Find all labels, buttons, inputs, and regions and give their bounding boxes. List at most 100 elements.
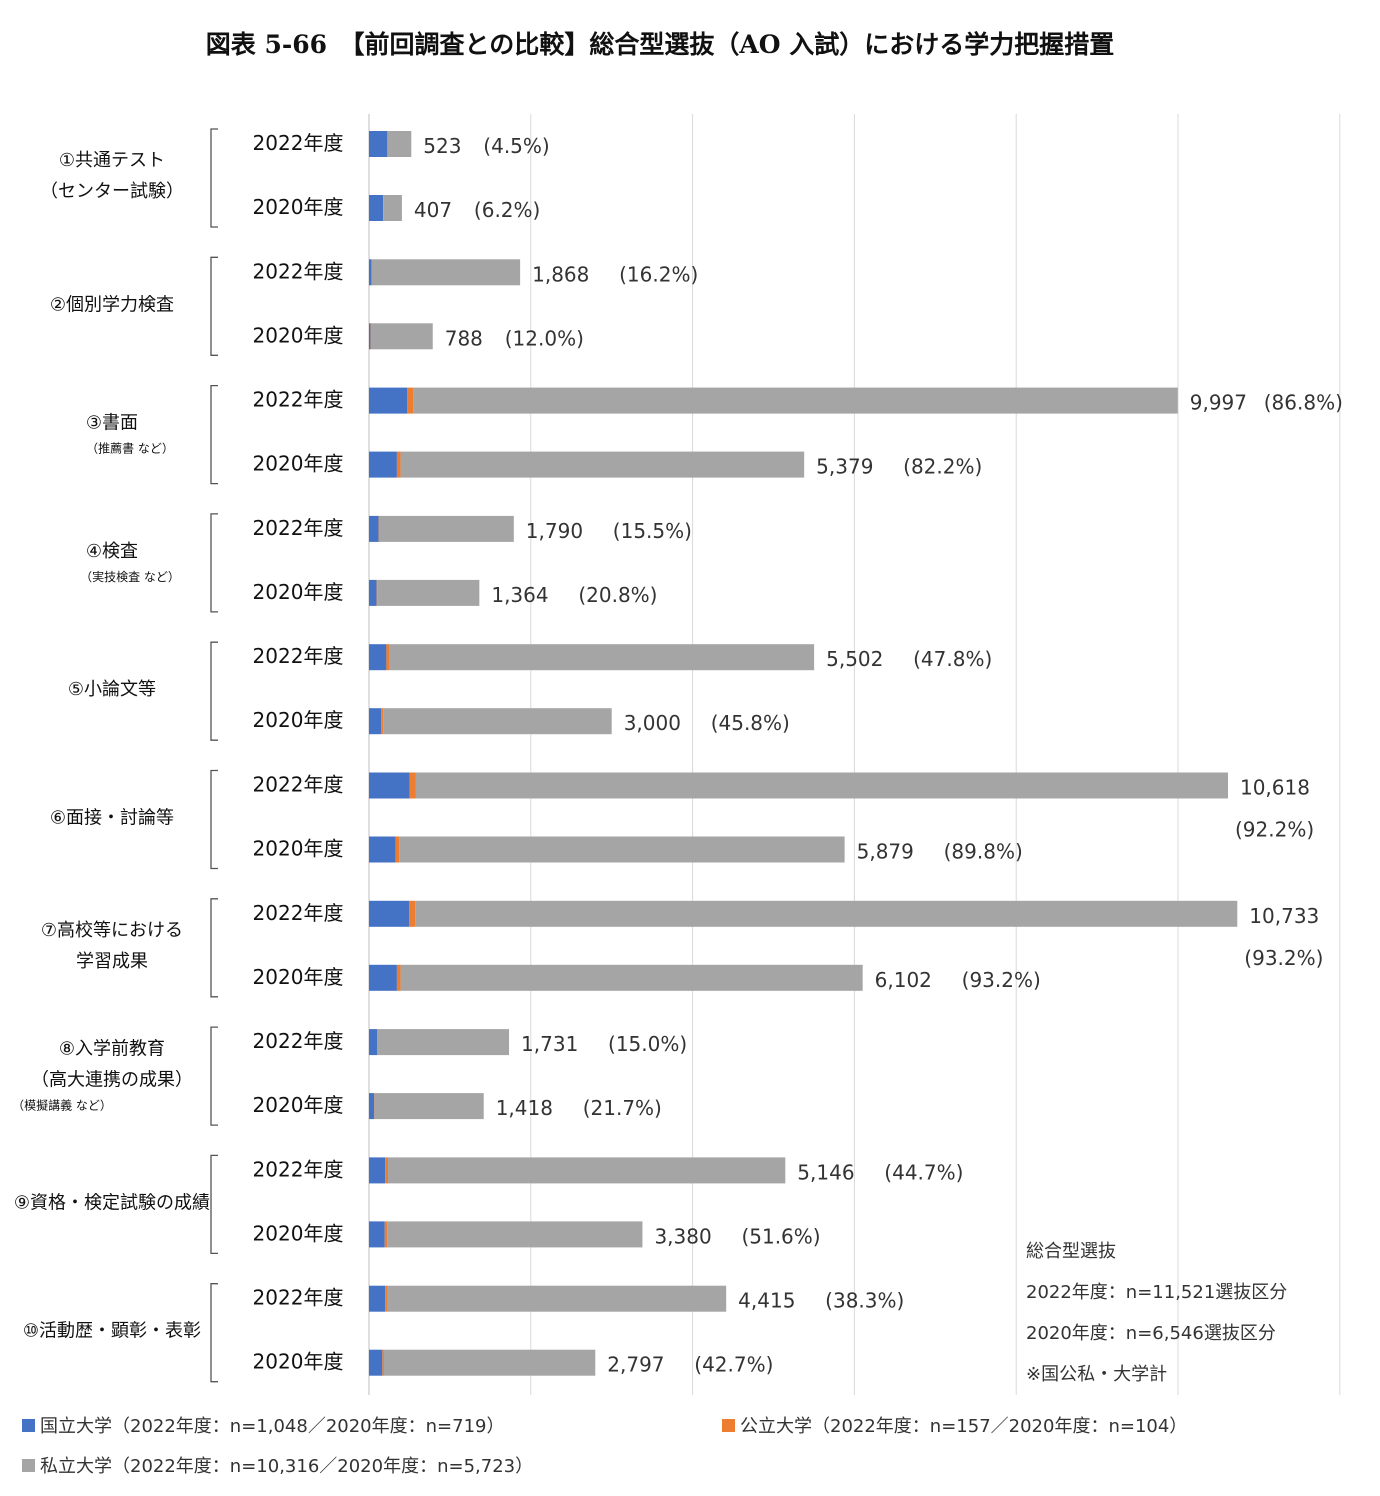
year-label: 2020年度 (253, 708, 344, 732)
year-label: 2020年度 (253, 323, 344, 347)
bar-segment-national (369, 1349, 383, 1376)
year-label: 2022年度 (253, 259, 344, 283)
data-label-count: 5,146 (797, 1160, 854, 1184)
year-label: 2020年度 (253, 965, 344, 989)
note-text: 2022年度：n=11,521選抜区分 (1026, 1282, 1287, 1303)
year-label: 2022年度 (253, 1029, 344, 1053)
bar-segment-national (369, 836, 396, 863)
year-label: 2020年度 (253, 837, 344, 861)
year-label: 2022年度 (253, 773, 344, 797)
category-label: ③書面 (86, 413, 138, 434)
data-label-percent: (44.7%) (884, 1160, 963, 1184)
bar-segment-public (395, 836, 400, 863)
group-bracket (210, 641, 218, 741)
data-label-count: 5,879 (857, 840, 914, 864)
bar-segment-private (389, 644, 815, 671)
category-label: ⑨資格・検定試験の成績 (14, 1192, 210, 1213)
year-label: 2020年度 (253, 1093, 344, 1117)
bar-segment-public (385, 1157, 389, 1184)
bar-segment-private (388, 1157, 786, 1184)
bar-segment-private (415, 772, 1228, 799)
group-bracket (210, 128, 218, 228)
data-label-count: 523 (423, 134, 461, 158)
year-label: 2022年度 (253, 388, 344, 412)
bar-segment-national (369, 1029, 378, 1056)
legend-swatch (22, 1459, 35, 1472)
bar-segment-public (396, 964, 401, 991)
data-label-count: 10,618 (1240, 776, 1310, 800)
data-label-percent: (93.2%) (962, 968, 1041, 992)
year-label: 2020年度 (253, 580, 344, 604)
bar-segment-public (370, 323, 372, 350)
category-label: ⑤小論文等 (68, 679, 156, 700)
note-text: 2020年度：n=6,546選抜区分 (1026, 1323, 1276, 1344)
legend-swatch (22, 1419, 35, 1432)
group-bracket (210, 1154, 218, 1255)
data-label-count: 1,418 (496, 1096, 553, 1120)
data-label-count: 1,790 (526, 519, 583, 543)
bar-segment-national (369, 772, 410, 799)
bar-segment-public (376, 579, 378, 606)
data-label-count: 5,502 (826, 647, 883, 671)
category-label: ⑧入学前教育 (59, 1039, 165, 1060)
bar-segment-national (369, 1093, 375, 1120)
category-label: ⑦高校等における (41, 920, 183, 941)
bar-segment-private (383, 708, 612, 735)
bar-segment-public (378, 515, 380, 542)
group-bracket (210, 769, 218, 870)
bar-segment-private (374, 1093, 484, 1120)
bar-segment-private (413, 387, 1178, 414)
bar-segment-private (383, 1349, 596, 1376)
data-label-count: 1,731 (521, 1032, 578, 1056)
data-label-percent: (45.8%) (711, 711, 790, 735)
category-label: 学習成果 (76, 951, 148, 972)
data-label-count: 2,797 (607, 1353, 664, 1377)
data-label-percent: (6.2%) (474, 198, 540, 222)
bar-segment-private (379, 515, 514, 542)
bar-segment-private (400, 451, 805, 478)
bar-segment-national (369, 259, 372, 286)
bar-segment-national (369, 323, 371, 350)
bar-segment-public (386, 644, 390, 671)
bar-segment-public (407, 387, 414, 414)
year-label: 2022年度 (253, 1286, 344, 1310)
legend-label: 国立大学（2022年度：n=1,048／2020年度：n=719） (40, 1416, 504, 1437)
bar-segment-national (369, 1157, 386, 1184)
group-bracket (210, 384, 218, 485)
note-text: 総合型選抜 (1026, 1241, 1116, 1262)
bar-segment-national (369, 579, 377, 606)
data-label-count: 9,997 (1190, 391, 1247, 415)
bar-segment-national (369, 900, 410, 927)
group-bracket (210, 898, 218, 998)
bar-segment-private (377, 1029, 510, 1056)
bar-segment-public (384, 1221, 388, 1248)
bar-segment-public (396, 451, 401, 478)
year-label: 2022年度 (253, 644, 344, 668)
category-sub-label: （実技検査 など） (80, 569, 180, 584)
data-label-percent: (38.3%) (825, 1289, 904, 1313)
year-label: 2020年度 (253, 452, 344, 476)
data-label-percent: (86.8%) (1264, 391, 1343, 415)
bar-segment-national (369, 131, 388, 157)
category-label: ⑩活動歴・顕彰・表彰 (23, 1321, 201, 1342)
data-label-percent: (12.0%) (505, 326, 584, 350)
bar-segment-private (377, 579, 480, 606)
category-label: （高大連携の成果） (31, 1070, 193, 1091)
data-label-count: 1,868 (532, 262, 589, 286)
bar-segment-public (409, 772, 416, 799)
year-label: 2020年度 (253, 195, 344, 219)
year-label: 2022年度 (253, 131, 344, 155)
bar-segment-national (369, 387, 408, 414)
year-label: 2022年度 (253, 516, 344, 540)
category-label: ②個別学力検査 (50, 294, 174, 315)
data-label-percent: (15.5%) (613, 519, 692, 543)
bar-segment-private (388, 131, 412, 157)
category-sub-label: （模擬講義 など） (12, 1098, 112, 1113)
bar-segment-public (383, 195, 384, 221)
data-label-count: 4,415 (738, 1289, 795, 1313)
bar-segment-national (369, 708, 382, 735)
bar-segment-private (415, 900, 1238, 927)
bar-segment-national (369, 1221, 385, 1248)
bar-segment-private (383, 195, 402, 221)
year-label: 2020年度 (253, 1221, 344, 1245)
